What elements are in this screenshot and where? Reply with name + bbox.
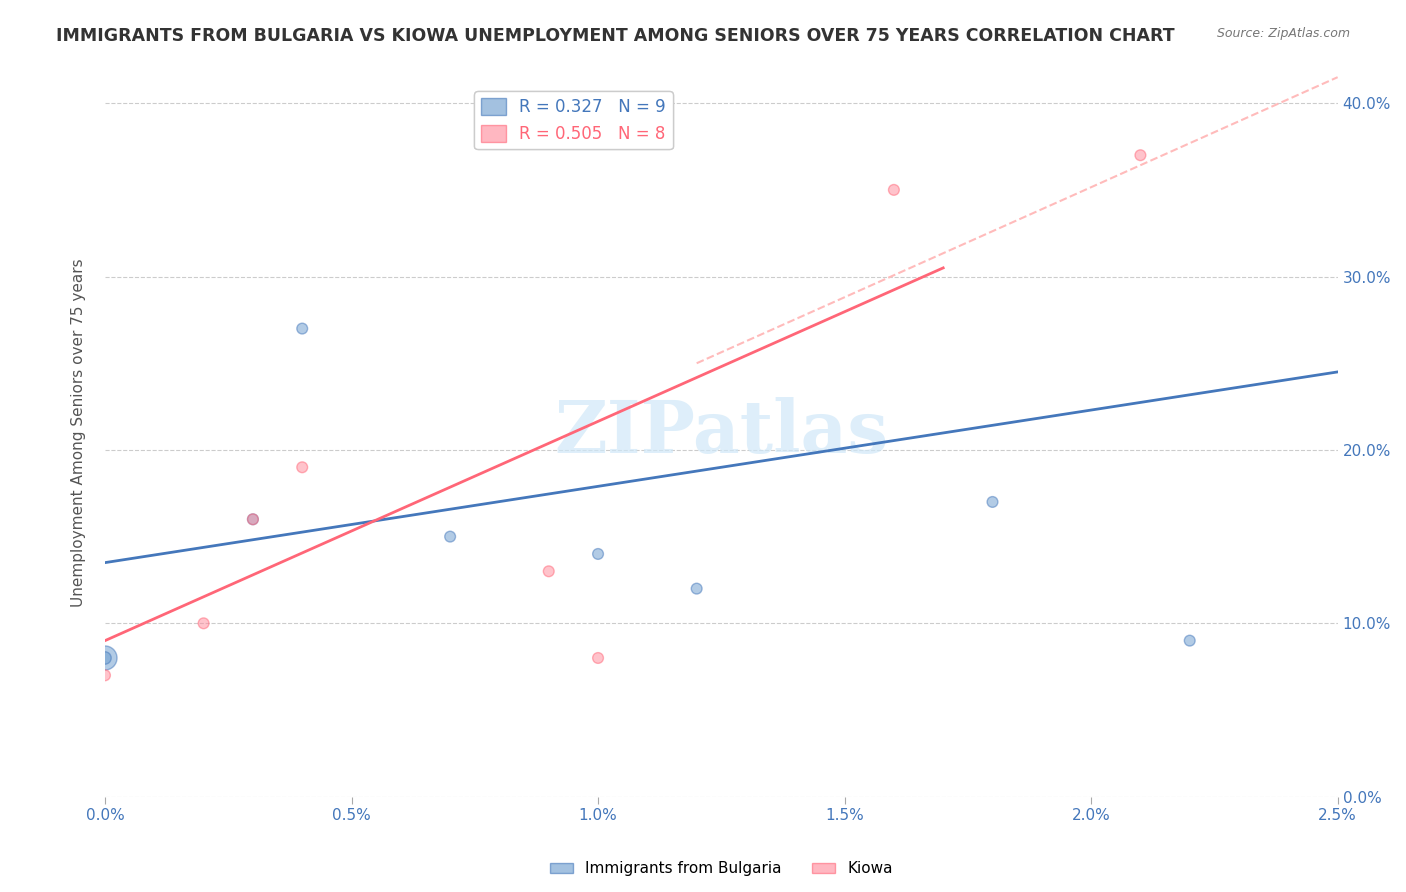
Point [94,651,117,665]
Point [94,651,117,665]
Text: ZIPatlas: ZIPatlas [554,397,889,468]
Text: Source: ZipAtlas.com: Source: ZipAtlas.com [1216,27,1350,40]
Point [291,321,314,335]
Point [537,564,560,578]
Point [981,495,1004,509]
Point [291,460,314,475]
Point [94,668,117,682]
Y-axis label: Unemployment Among Seniors over 75 years: Unemployment Among Seniors over 75 years [72,259,86,607]
Point [242,512,264,526]
Point [685,582,707,596]
Point [883,183,905,197]
Point [1129,148,1152,162]
Point [193,616,215,631]
Legend: R = 0.327   N = 9, R = 0.505   N = 8: R = 0.327 N = 9, R = 0.505 N = 8 [474,91,672,150]
Point [586,547,609,561]
Point [586,651,609,665]
Point [439,530,461,544]
Point [1178,633,1201,648]
Point [242,512,264,526]
Text: IMMIGRANTS FROM BULGARIA VS KIOWA UNEMPLOYMENT AMONG SENIORS OVER 75 YEARS CORRE: IMMIGRANTS FROM BULGARIA VS KIOWA UNEMPL… [56,27,1175,45]
